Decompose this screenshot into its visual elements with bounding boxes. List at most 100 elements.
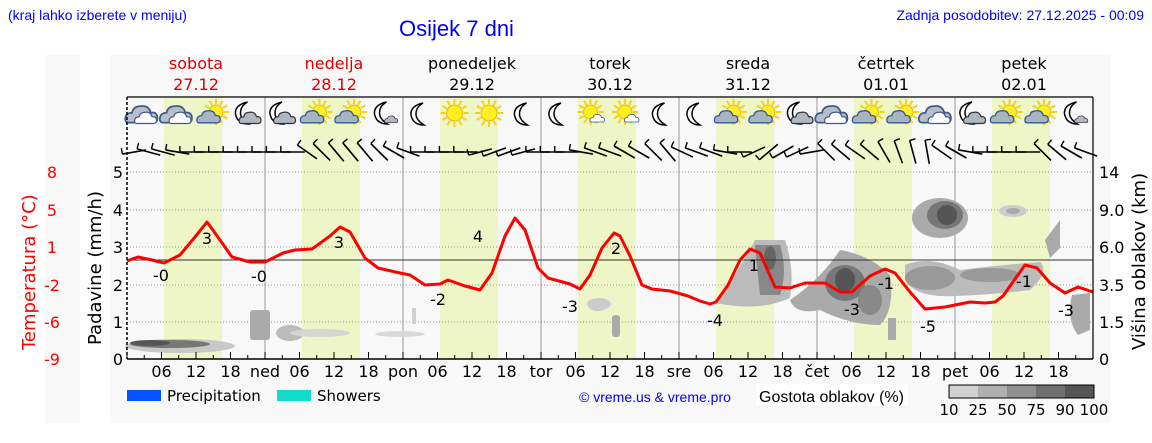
x-tick-label: 18 — [496, 362, 516, 381]
day-name: sobota — [169, 54, 223, 73]
x-tick-label: pet — [942, 362, 968, 381]
cloud-height-tick: 9.0 — [1099, 201, 1124, 220]
wind-barb — [931, 144, 952, 160]
wind-barb — [799, 149, 824, 155]
cloudy-icon — [124, 105, 159, 125]
wind-barb — [468, 148, 493, 156]
x-tick-label: pon — [388, 362, 418, 381]
wind-barb — [370, 142, 389, 162]
x-tick-label: 06 — [565, 362, 585, 381]
wind-barb — [1060, 145, 1083, 159]
x-tick-label: 06 — [289, 362, 309, 381]
wind-barb — [497, 147, 521, 157]
moon-icon — [548, 102, 565, 126]
wind-barb — [659, 142, 676, 162]
temp-tick: -6 — [44, 313, 60, 332]
wind-barb — [382, 145, 405, 159]
moon-cloud-icon — [959, 101, 987, 125]
day-name: torek — [589, 54, 631, 73]
x-tick-label: čet — [805, 362, 830, 381]
wind-barb — [584, 147, 608, 157]
temperature-annotation: 3 — [202, 229, 212, 248]
moon-icon — [686, 102, 703, 126]
temperature-annotation: -3 — [1058, 301, 1074, 320]
wind-barb — [844, 144, 866, 160]
x-tick-label: 12 — [324, 362, 344, 381]
temperature-annotation: -3 — [844, 300, 860, 319]
density-tick: 25 — [968, 401, 987, 419]
cloud-height-tick: 0 — [1099, 350, 1109, 369]
wind-barb — [296, 144, 318, 160]
day-date: 28.12 — [311, 75, 357, 94]
x-tick-label: 06 — [703, 362, 723, 381]
x-tick-label: 18 — [220, 362, 240, 381]
day-name: nedelja — [305, 54, 364, 73]
x-tick-label: 18 — [358, 362, 378, 381]
wind-barb — [713, 149, 738, 155]
region-menu-hint[interactable]: (kraj lahko izberete v meniju) — [8, 7, 187, 23]
wind-barb — [136, 148, 161, 156]
day-date: 31.12 — [725, 75, 771, 94]
temperature-annotation: -0 — [251, 267, 267, 286]
page-title: Osijek 7 dni — [399, 16, 514, 41]
x-tick-label: 06 — [841, 362, 861, 381]
cloud-density-label: Gostota oblakov (%) — [759, 389, 904, 406]
precipitation-swatch — [127, 390, 161, 401]
x-tick-label: 06 — [151, 362, 171, 381]
partly-sunny-icon — [713, 99, 747, 125]
precip-tick: 5 — [113, 163, 123, 182]
x-tick-label: 12 — [1014, 362, 1034, 381]
day-date: 30.12 — [587, 75, 633, 94]
precip-tick: 4 — [113, 201, 123, 220]
partly-sunny-icon — [851, 99, 885, 125]
temp-tick: 1 — [47, 238, 57, 257]
precip-tick: 2 — [113, 276, 123, 295]
wind-barb — [613, 145, 636, 159]
wind-barb — [511, 148, 536, 156]
temperature-annotation: 4 — [473, 227, 483, 246]
temperature-annotation: -2 — [430, 290, 446, 309]
wind-barb — [1033, 142, 1052, 162]
x-axis: 06 12 18 ned 06 12 18 pon 06 12 18 tor 06 12 18 sre 06 12… — [126, 352, 1094, 381]
wind-barb — [893, 140, 904, 164]
wind-barb — [924, 140, 931, 164]
copyright-link[interactable]: © vreme.us & vreme.pro — [579, 389, 731, 405]
partly-sunny-icon — [334, 99, 367, 125]
precip-tick: 1 — [113, 313, 123, 332]
moon-icon — [410, 102, 427, 126]
cloud-height-axis-label: Višina oblakov (km) — [1129, 173, 1150, 350]
day-name: petek — [1001, 54, 1047, 73]
wind-barb — [908, 140, 917, 164]
weather-icons-row — [124, 99, 1089, 127]
partly-sunny-icon — [989, 99, 1023, 125]
moon-icon — [651, 102, 669, 126]
x-tick-label: 12 — [186, 362, 206, 381]
wind-barb — [786, 146, 809, 158]
sun-icon — [475, 99, 503, 127]
precipitation-ticks: 0 1 2 3 4 5 — [113, 163, 123, 369]
x-tick-label: 18 — [1048, 362, 1068, 381]
wind-barbs-row — [120, 138, 1098, 164]
x-tick-label: 06 — [427, 362, 447, 381]
moon-icon — [513, 102, 531, 126]
day-name: ponedeljek — [428, 54, 517, 73]
x-tick-label: 06 — [979, 362, 999, 381]
temperature-annotation: -1 — [878, 274, 894, 293]
legend: Precipitation Showers © vreme.us & vreme… — [127, 384, 1108, 419]
cloud-height-tick: 6.0 — [1099, 238, 1124, 257]
x-tick-label: 12 — [462, 362, 482, 381]
wind-barb — [859, 143, 880, 161]
cloud-height-ticks: 0 1.5 3.5 6.0 9.0 14 — [1099, 163, 1124, 369]
precipitation-axis-label: Padavine (mm/h) — [85, 191, 106, 345]
temperature-annotation: -4 — [707, 311, 723, 330]
x-tick-label: sre — [667, 362, 691, 381]
day-date: 27.12 — [173, 75, 219, 94]
temperature-annotation: 3 — [334, 233, 344, 252]
moon-cloud-icon — [269, 101, 297, 125]
temperature-annotation: -1 — [1016, 272, 1032, 291]
temperature-annotation: -5 — [920, 317, 936, 336]
x-tick-label: 12 — [876, 362, 896, 381]
temperature-annotation: 2 — [611, 239, 621, 258]
cloud-height-tick: 3.5 — [1099, 276, 1124, 295]
